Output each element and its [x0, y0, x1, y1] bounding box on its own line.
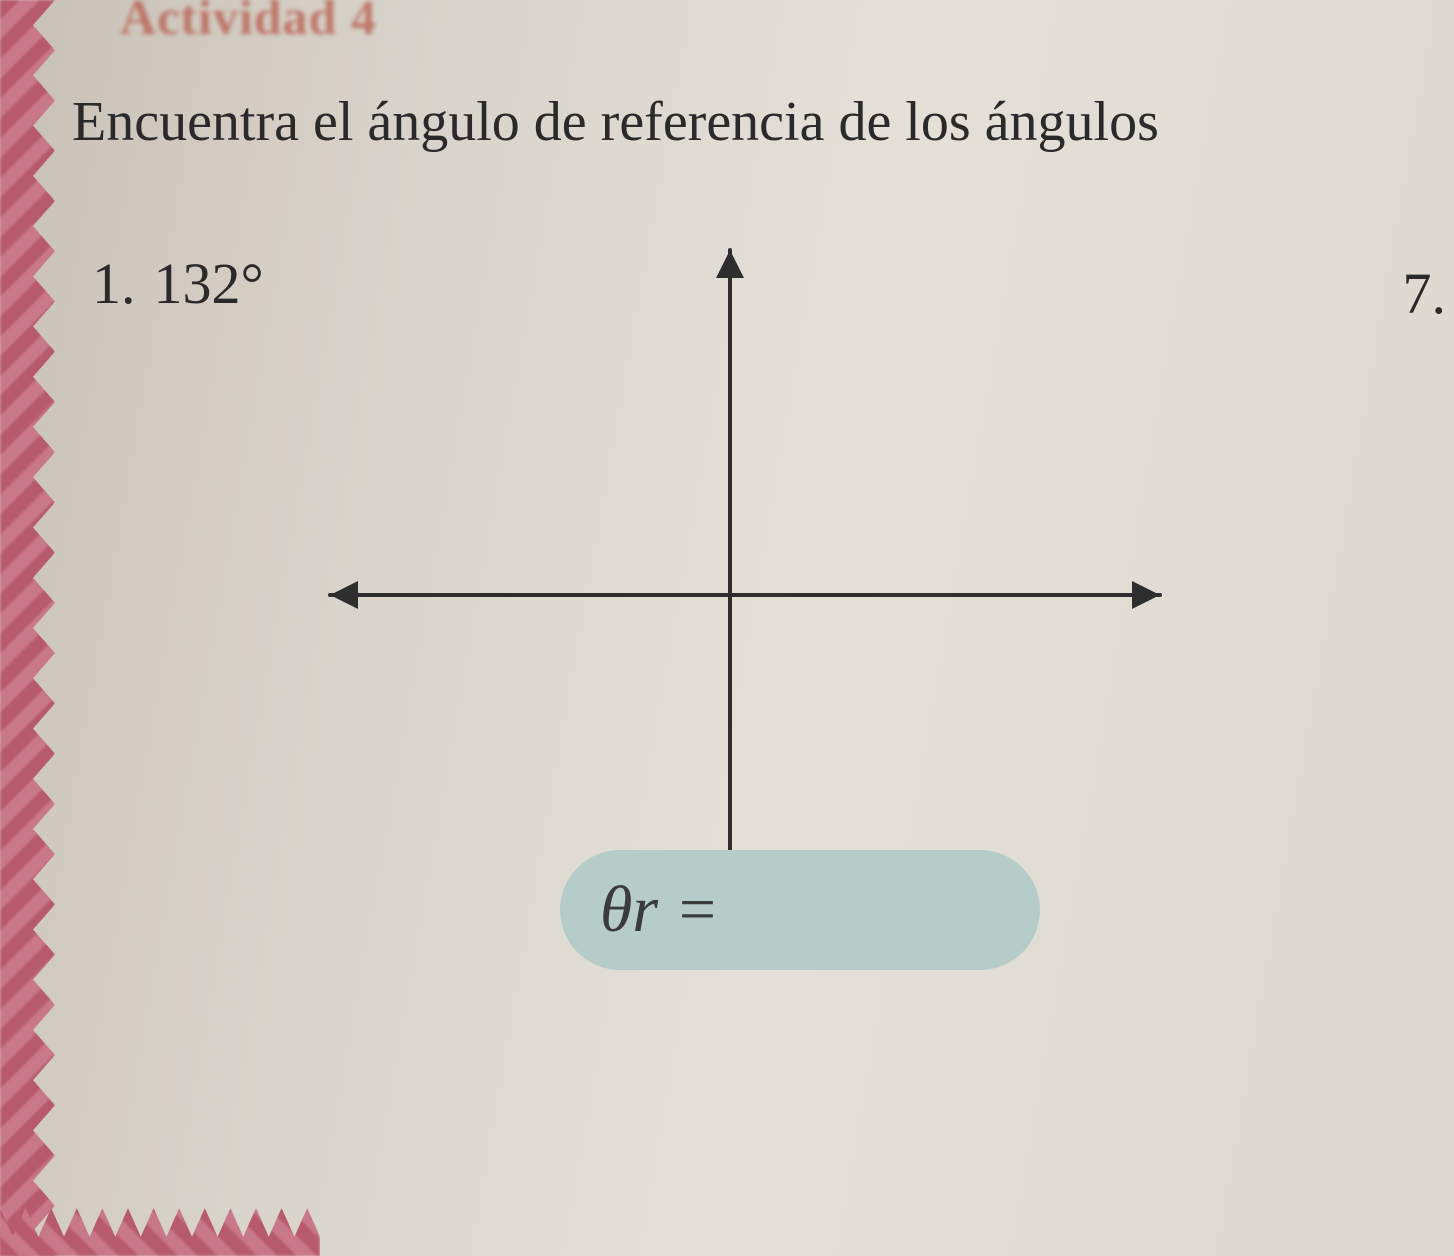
cartesian-axes-diagram	[300, 230, 1200, 950]
question-1-angle: 132°	[154, 251, 264, 316]
activity-heading: Actividad 4	[120, 0, 377, 46]
question-1-number: 1.	[92, 251, 136, 316]
answer-label: θr =	[600, 872, 719, 948]
answer-pill: θr =	[560, 850, 1040, 970]
exercise-prompt: Encuentra el ángulo de referencia de los…	[72, 90, 1454, 154]
decorative-border-bottom	[0, 1208, 320, 1256]
decorative-border-left	[0, 0, 55, 1256]
page-background: Actividad 4 Encuentra el ángulo de refer…	[0, 0, 1454, 1256]
question-7-number: 7.	[1403, 260, 1447, 327]
question-1: 1. 132°	[92, 250, 264, 317]
